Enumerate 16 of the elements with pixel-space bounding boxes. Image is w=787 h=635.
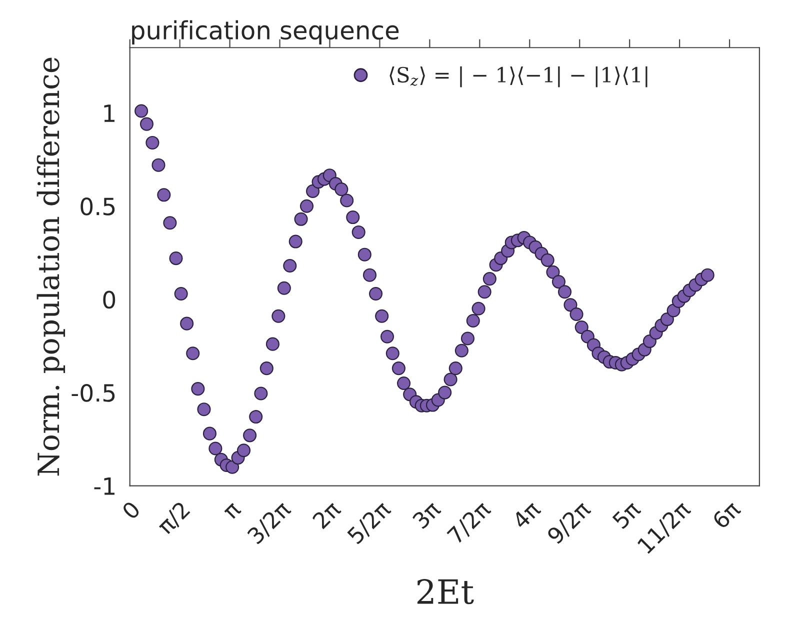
x-tick-label: 3π	[412, 500, 442, 530]
x-tick-label: 2π	[312, 500, 342, 530]
y-tick-label: 0	[103, 290, 116, 309]
legend-label: ⟨S$_{z}$⟩ = | − 1⟩⟨−1| − |1⟩⟨1|	[390, 66, 648, 88]
x-tick-label: 6π	[711, 500, 742, 530]
x-tick-label: π/2	[156, 500, 192, 537]
x-tick-label: π	[224, 502, 242, 520]
x-tick-label: 0	[121, 500, 141, 520]
y-tick-label: 0.5	[80, 198, 115, 216]
x-axis-title: 2Et	[417, 578, 474, 604]
y-tick-label: -1	[94, 478, 114, 495]
chart-title: purification sequence	[132, 20, 399, 44]
y-axis-title: Norm. population difference	[36, 58, 66, 476]
y-tick-label: -0.5	[72, 384, 115, 402]
y-tick-label: 1	[104, 104, 114, 122]
x-tick-label: 4π	[511, 500, 542, 530]
